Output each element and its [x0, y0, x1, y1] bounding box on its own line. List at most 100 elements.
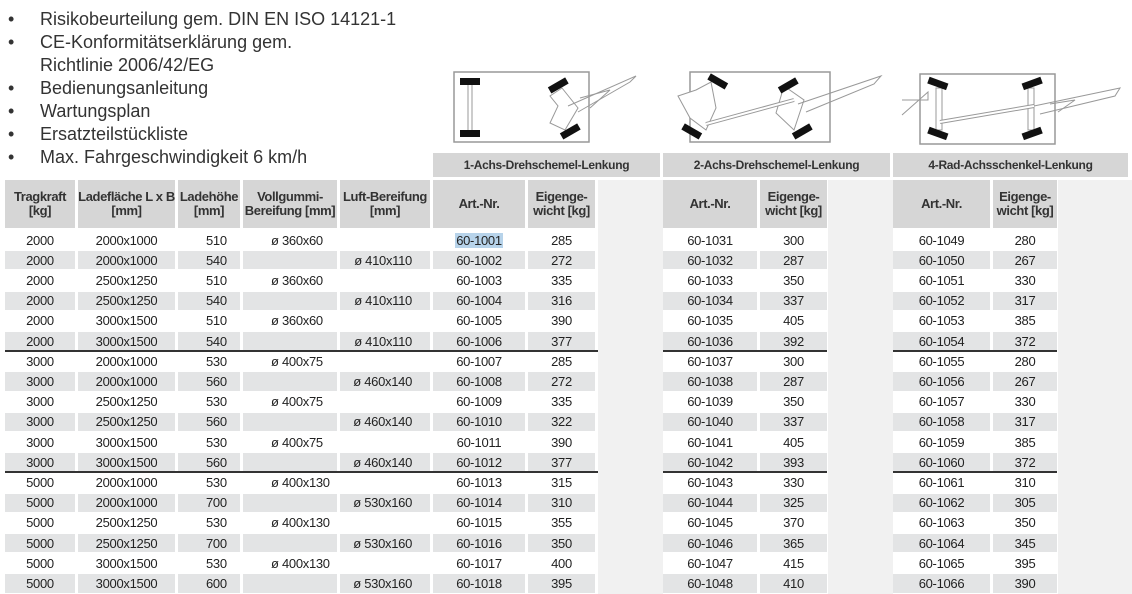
cell-ladeflaeche: 2000x1000 — [95, 353, 158, 369]
art-nr-text: 60-1046 — [687, 535, 733, 551]
art-nr-text: 60-1063 — [918, 515, 965, 531]
cell-ladehoehe: 560 — [178, 412, 240, 431]
cell-eigengewicht: 287 — [760, 251, 827, 270]
feature-item: • Bedienungsanleitung — [8, 78, 209, 98]
cell-eigengewicht: 330 — [1014, 394, 1036, 410]
cell-art-nr: 60-1032 — [663, 251, 757, 270]
cell-eigengewicht: 267 — [993, 372, 1057, 391]
group-header: 4-Rad-Achsschenkel-Lenkung — [893, 153, 1128, 177]
cell-eigengewicht: 372 — [993, 332, 1057, 351]
cell-ladeflaeche: 3000x1500 — [95, 313, 158, 329]
cell-art-nr: 60-1058 — [893, 412, 990, 431]
cell-eigengewicht: 337 — [760, 412, 827, 431]
cell-ladeflaeche: 2500x1250 — [95, 272, 158, 288]
feature-item: • CE-Konformitätserklärung gem. — [8, 32, 293, 52]
cell-eigengewicht: 316 — [528, 291, 595, 310]
art-nr-text: 60-1018 — [456, 575, 502, 591]
cell-art-nr: 60-1003 — [433, 271, 525, 289]
cell-eigengewicht: 405 — [783, 313, 804, 329]
art-nr-text: 60-1036 — [687, 333, 733, 349]
cell-ladeflaeche: 3000x1500 — [95, 555, 158, 571]
cell-eigengewicht: 355 — [551, 515, 572, 531]
art-nr-text: 60-1040 — [687, 414, 733, 430]
cell-art-nr: 60-1010 — [433, 412, 525, 431]
art-nr-text: 60-1057 — [918, 394, 965, 410]
2-axle-turntable-steering-diagram — [677, 71, 883, 143]
art-nr-text: 60-1001 — [455, 232, 503, 248]
cell-tragkraft: 3000 — [5, 453, 75, 472]
cell-ladehoehe: 530 — [206, 394, 227, 410]
cell-tragkraft: 5000 — [26, 515, 54, 531]
art-nr-text: 60-1002 — [456, 252, 502, 268]
art-nr-text: 60-1032 — [687, 252, 733, 268]
art-nr-text: 60-1050 — [918, 252, 965, 268]
column-header-art-nr: Art.-Nr. — [663, 180, 757, 228]
cell-art-nr: 60-1046 — [663, 534, 757, 553]
group-separator — [893, 350, 1057, 352]
cell-eigengewicht: 350 — [528, 534, 595, 553]
cell-vollgummi: ø 400x130 — [271, 474, 330, 490]
cell-eigengewicht: 395 — [528, 574, 595, 593]
cell-eigengewicht: 330 — [783, 474, 804, 490]
cell-eigengewicht: 335 — [551, 394, 572, 410]
cell-tragkraft: 2000 — [5, 251, 75, 270]
cell-vollgummi: ø 400x130 — [271, 555, 330, 571]
art-nr-text: 60-1009 — [456, 394, 502, 410]
cell-vollgummi: ø 360x60 — [271, 272, 323, 288]
art-nr-text: 60-1008 — [456, 373, 502, 389]
feature-item-continuation: Richtlinie 2006/42/EG — [40, 55, 215, 75]
cell-vollgummi: ø 360x60 — [271, 313, 323, 329]
cell-art-nr: 60-1039 — [663, 393, 757, 411]
cell-luft: ø 460x140 — [340, 453, 430, 472]
cell-eigengewicht: 305 — [993, 493, 1057, 512]
cell-luft: ø 410x110 — [340, 291, 430, 310]
column-header-vollgummi: Vollgummi- Bereifung [mm] — [243, 180, 337, 228]
cell-art-nr: 60-1036 — [663, 332, 757, 351]
group-separator — [663, 471, 827, 473]
1-axle-turntable-steering-diagram — [453, 71, 637, 143]
cell-art-nr: 60-1053 — [893, 312, 990, 330]
art-nr-text: 60-1062 — [918, 495, 965, 511]
column-header-art-nr: Art.-Nr. — [893, 180, 990, 228]
cell-art-nr: 60-1033 — [663, 271, 757, 289]
cell-luft: ø 460x140 — [340, 412, 430, 431]
art-nr-text: 60-1012 — [456, 454, 502, 470]
art-nr-text: 60-1016 — [456, 535, 502, 551]
cell-eigengewicht: 285 — [551, 353, 572, 369]
cell-eigengewicht: 337 — [760, 291, 827, 310]
cell-ladehoehe: 530 — [206, 434, 227, 450]
feature-item: • Max. Fahrgeschwindigkeit 6 km/h — [8, 147, 308, 167]
cell-eigengewicht: 350 — [1014, 515, 1036, 531]
cell-eigengewicht: 280 — [1014, 353, 1036, 369]
cell-art-nr: 60-1018 — [433, 574, 525, 593]
art-nr-text: 60-1004 — [456, 293, 502, 309]
cell-eigengewicht: 350 — [783, 272, 804, 288]
art-nr-text: 60-1044 — [687, 495, 733, 511]
cell-ladehoehe: 700 — [178, 493, 240, 512]
cell-art-nr: 60-1035 — [663, 312, 757, 330]
cell-art-nr: 60-1040 — [663, 412, 757, 431]
column-header-eigengewicht: Eigenge- wicht [kg] — [528, 180, 595, 228]
cell-art-nr: 60-1045 — [663, 514, 757, 532]
art-nr-text: 60-1011 — [456, 434, 502, 450]
cell-eigengewicht: 372 — [993, 453, 1057, 472]
art-nr-text: 60-1013 — [456, 474, 502, 490]
group-separator — [893, 471, 1057, 473]
art-nr-text: 60-1048 — [687, 575, 733, 591]
cell-art-nr: 60-1044 — [663, 493, 757, 512]
cell-ladeflaeche: 3000x1500 — [78, 574, 175, 593]
cell-eigengewicht: 272 — [528, 251, 595, 270]
cell-eigengewicht: 385 — [1014, 313, 1036, 329]
cell-art-nr: 60-1049 — [893, 231, 990, 249]
cell-luft — [340, 514, 430, 532]
cell-eigengewicht: 415 — [783, 555, 804, 571]
cell-tragkraft: 3000 — [26, 353, 54, 369]
cell-eigengewicht: 310 — [528, 493, 595, 512]
cell-eigengewicht: 400 — [551, 555, 572, 571]
cell-art-nr: 60-1005 — [433, 312, 525, 330]
group-gap — [660, 180, 663, 594]
art-nr-text: 60-1015 — [456, 515, 502, 531]
cell-ladeflaeche: 2000x1000 — [95, 232, 158, 248]
art-nr-text: 60-1042 — [687, 454, 733, 470]
cell-luft — [340, 393, 430, 411]
